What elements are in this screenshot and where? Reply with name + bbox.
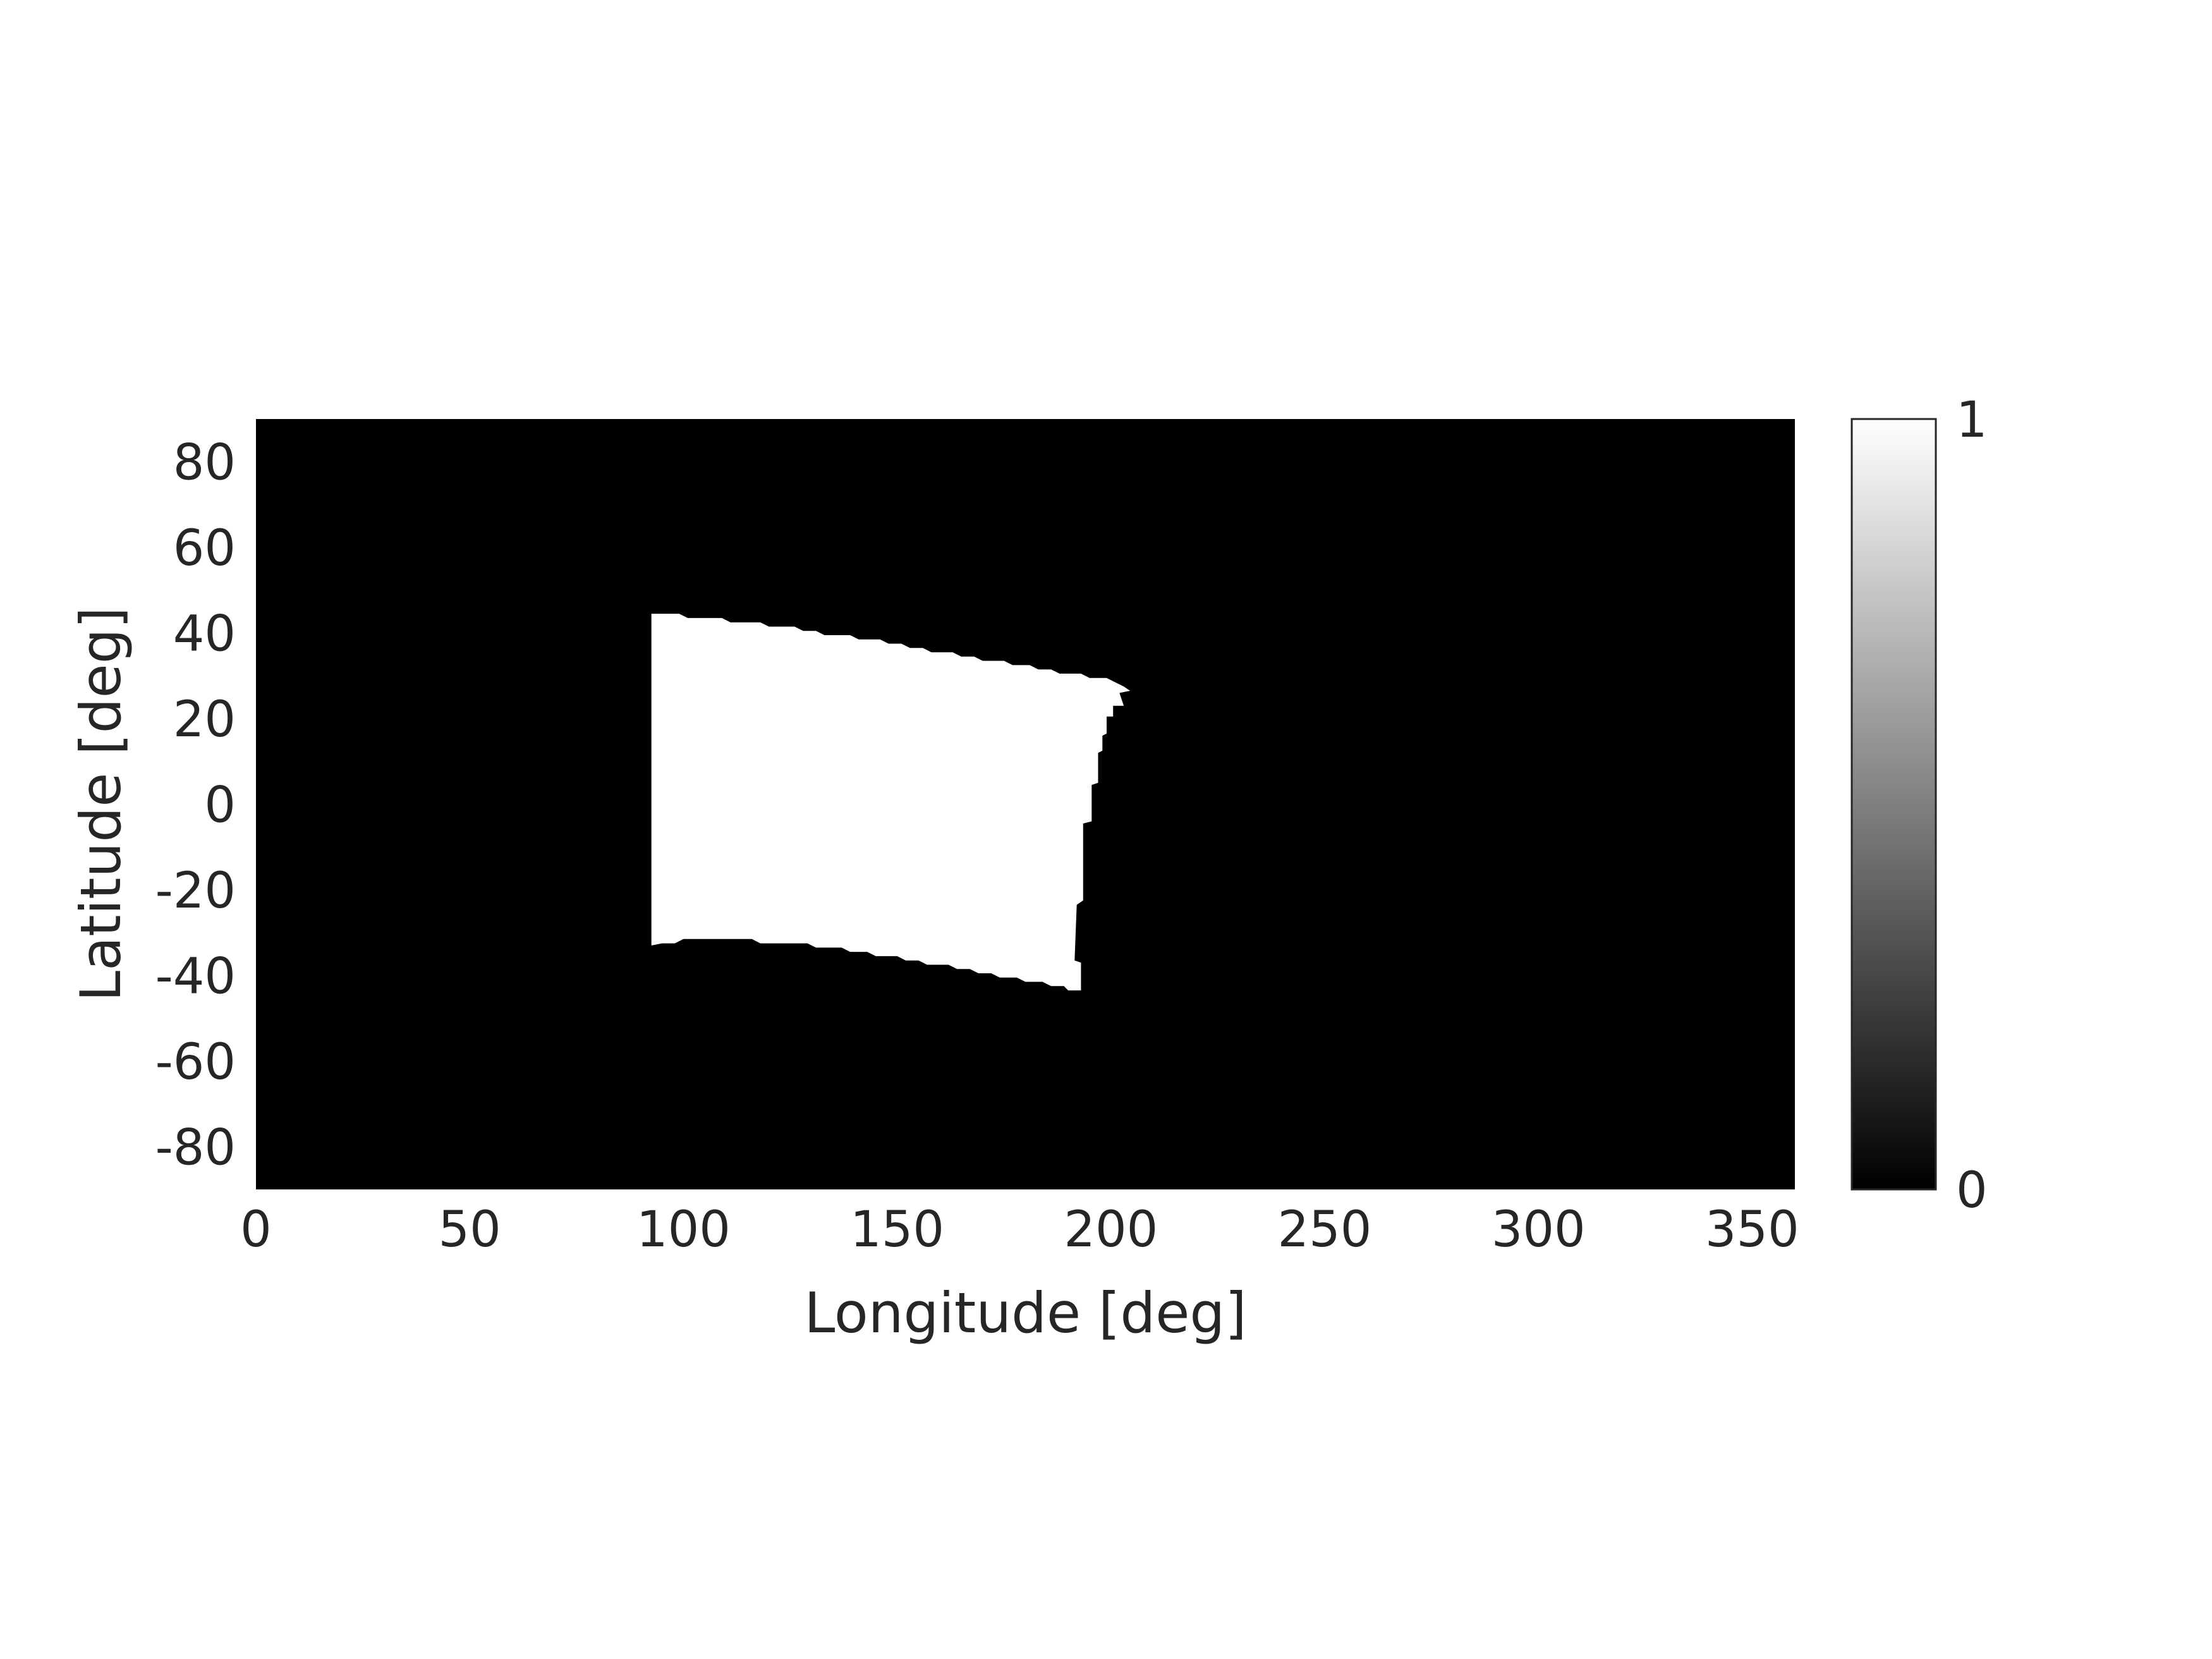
x-tick-label: 100 bbox=[636, 1201, 731, 1258]
x-tick-label: 300 bbox=[1492, 1201, 1586, 1258]
colorbar-tick-label: 0 bbox=[1956, 1162, 1988, 1219]
colorbar: 10 bbox=[1850, 392, 1988, 1219]
x-tick-label: 0 bbox=[240, 1201, 272, 1258]
heatmap-region-value-1 bbox=[651, 614, 1131, 991]
colorbar-ticks: 10 bbox=[1956, 392, 1988, 1219]
x-tick-label: 350 bbox=[1705, 1201, 1799, 1258]
colorbar-gradient bbox=[1850, 418, 1937, 1191]
y-axis-label: Latitude [deg] bbox=[68, 607, 133, 1002]
y-axis-ticks: 80 60 40 20 0 -20 -40 -60 -80 bbox=[155, 435, 236, 1177]
y-tick-label: 0 bbox=[204, 777, 236, 834]
y-tick-label: 20 bbox=[173, 691, 236, 748]
x-tick-label: 200 bbox=[1064, 1201, 1158, 1258]
y-tick-label: -80 bbox=[155, 1119, 236, 1176]
y-tick-label: -60 bbox=[155, 1034, 236, 1091]
y-tick-label: -20 bbox=[155, 863, 236, 920]
y-tick-label: 80 bbox=[173, 435, 236, 492]
plot-area bbox=[256, 419, 1795, 1189]
x-tick-label: 250 bbox=[1278, 1201, 1372, 1258]
x-axis-label: Longitude [deg] bbox=[804, 1280, 1246, 1346]
y-tick-label: -40 bbox=[155, 948, 236, 1005]
y-tick-label: 60 bbox=[173, 520, 236, 577]
x-axis-ticks: 0 50 100 150 200 250 300 350 bbox=[240, 1201, 1799, 1258]
colorbar-tick-label: 1 bbox=[1956, 392, 1988, 449]
x-tick-label: 150 bbox=[850, 1201, 944, 1258]
x-tick-label: 50 bbox=[439, 1201, 501, 1258]
y-tick-label: 40 bbox=[173, 606, 236, 663]
